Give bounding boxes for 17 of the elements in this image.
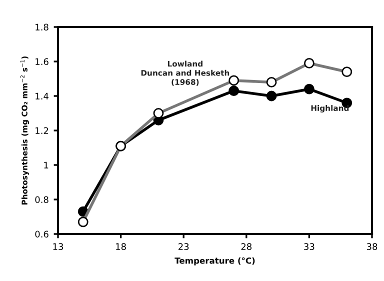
x-tick-label: 23 bbox=[178, 243, 189, 250]
y-tick-label: 1.2 bbox=[36, 127, 48, 134]
x-tick-label: 28 bbox=[241, 243, 252, 250]
x-axis-title: Temperature (°C) bbox=[174, 257, 255, 266]
x-tick-label: 33 bbox=[304, 243, 314, 250]
y-tick-label: 1.6 bbox=[36, 58, 48, 66]
point bbox=[304, 84, 314, 94]
x-tick-label: 38 bbox=[366, 243, 378, 250]
y-tick-label: 1.8 bbox=[36, 24, 48, 31]
y-tick-label: 0.8 bbox=[35, 196, 48, 204]
point bbox=[228, 86, 240, 96]
y-tick-label: 1.4 bbox=[36, 92, 48, 100]
x-tick-label: 18 bbox=[116, 243, 126, 250]
point bbox=[266, 90, 277, 102]
y-tick-label: 0.6 bbox=[35, 230, 48, 238]
y-tick-label: 1 bbox=[44, 162, 48, 168]
x-tick-label: 13 bbox=[53, 243, 64, 250]
